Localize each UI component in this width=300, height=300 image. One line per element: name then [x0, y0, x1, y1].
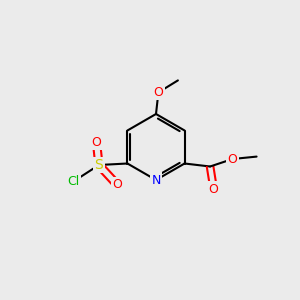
Text: O: O: [112, 178, 122, 191]
Text: O: O: [228, 152, 238, 166]
Text: O: O: [154, 86, 163, 99]
Text: N: N: [151, 173, 161, 187]
Text: O: O: [92, 136, 101, 149]
Text: O: O: [209, 182, 219, 196]
Text: S: S: [94, 158, 103, 172]
Text: Cl: Cl: [67, 175, 80, 188]
